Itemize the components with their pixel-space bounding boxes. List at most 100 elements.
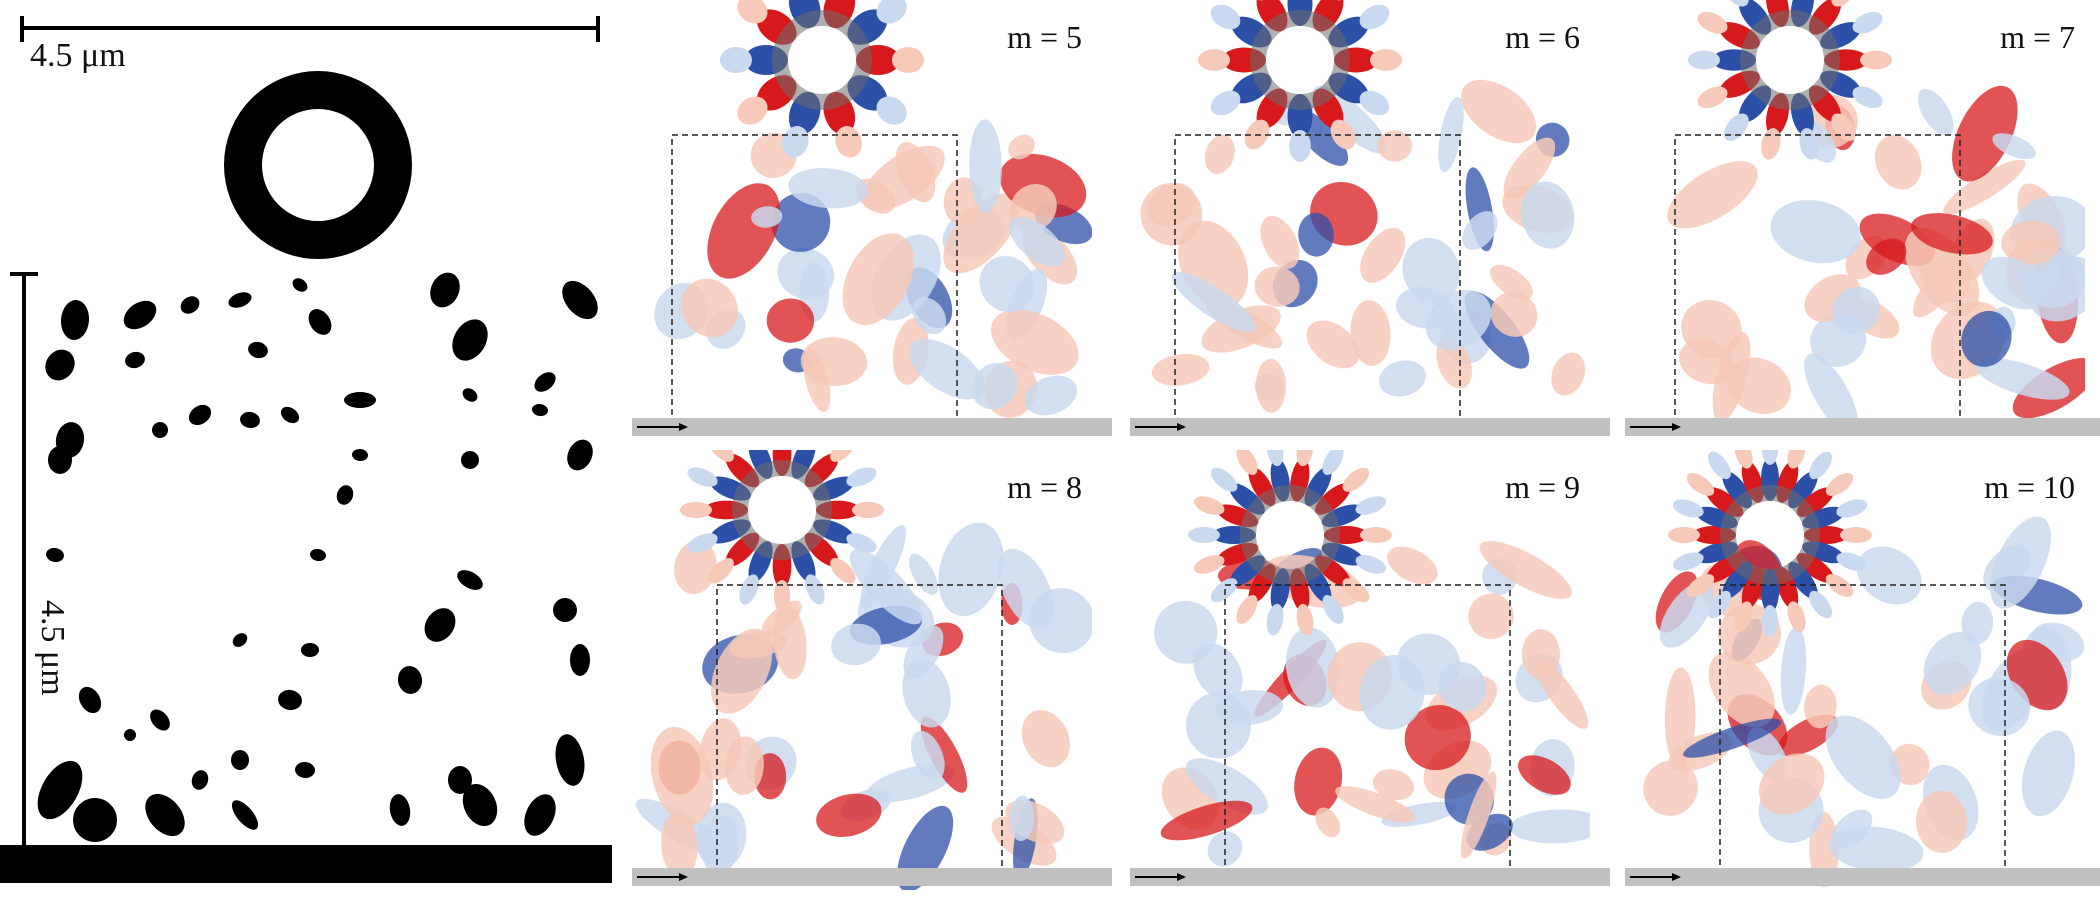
field-lobe	[1462, 211, 1498, 251]
field-lobe	[1468, 593, 1514, 639]
field-lobe	[1770, 200, 1861, 264]
mode-lobe-outer	[1210, 90, 1241, 116]
design-blob	[48, 446, 72, 474]
mode-lobe-outer	[1734, 450, 1753, 469]
field-lobe	[661, 812, 698, 879]
design-blob	[461, 451, 479, 469]
field-lobe	[1024, 375, 1078, 416]
mode-lobe-outer	[1236, 450, 1258, 475]
field-lobe	[707, 183, 781, 279]
mode-lobe-outer	[708, 450, 734, 462]
field-lobe	[979, 256, 1035, 313]
design-blob	[352, 448, 368, 462]
input-arrow-head	[679, 423, 688, 431]
design-blob	[452, 319, 488, 361]
ring-outline	[1250, 10, 1350, 110]
design-blob	[123, 300, 157, 330]
mode-lobe-outer	[720, 47, 752, 73]
mode-label: m = 7	[2000, 19, 2075, 55]
field-lobe	[971, 362, 1018, 410]
field-lobe	[1943, 159, 2026, 215]
mode-lobe-outer	[680, 501, 712, 519]
design-blob	[231, 750, 249, 770]
design-blob	[570, 644, 590, 676]
field-lobe	[1335, 786, 1416, 823]
field-lobe	[831, 623, 881, 666]
mode-lobe-outer	[1860, 50, 1892, 70]
mode-lobe-outer	[1236, 595, 1258, 624]
design-blob	[295, 761, 315, 779]
mode-lobe-outer	[1370, 49, 1402, 71]
design-blob	[46, 547, 64, 563]
mode-lobe-outer	[737, 96, 768, 125]
field-panel-m10: m = 10	[1625, 450, 2100, 888]
mode-lobe-outer	[1697, 11, 1728, 34]
field-lobe	[1207, 831, 1243, 867]
design-blob	[125, 351, 145, 369]
field-lobe	[1009, 795, 1034, 842]
field-lobe	[1438, 661, 1487, 712]
design-blob	[555, 734, 585, 786]
field-lobe	[696, 802, 747, 870]
field-lobe	[761, 600, 802, 637]
waveguide-strip	[632, 868, 1112, 886]
field-lobe	[1373, 769, 1415, 801]
design-blob	[150, 709, 170, 731]
mode-lobe-outer	[739, 574, 759, 605]
field-lobe	[1758, 753, 1825, 815]
mode-lobe-outer	[1809, 451, 1832, 480]
field-lobe	[1856, 546, 1922, 605]
field-lobe	[1021, 710, 1070, 768]
field-lobe	[1378, 360, 1426, 397]
vertical-scale-bar	[10, 272, 38, 845]
field-lobe	[1726, 357, 1791, 415]
design-blob	[37, 760, 83, 820]
design-blob	[231, 800, 259, 830]
mode-lobe-outer	[1355, 496, 1387, 515]
mode-lobe-outer	[1761, 128, 1781, 160]
field-lobe	[1436, 337, 1472, 389]
mode-lobe-outer	[1697, 86, 1728, 109]
mode-lobe-outer	[1266, 603, 1284, 636]
mode-lobe-outer	[1787, 450, 1806, 469]
field-lobe	[1874, 135, 1922, 190]
field-lobe	[1804, 353, 1859, 435]
field-lobe	[1968, 677, 2031, 737]
field-lobe	[943, 193, 1019, 274]
mode-lobe-outer	[876, 96, 907, 125]
design-blob	[278, 689, 302, 711]
horizontal-scale-label: 4.5 μm	[30, 37, 126, 74]
field-lobe	[1804, 684, 1837, 729]
field-lobe	[1683, 718, 1782, 758]
ring-outline	[1740, 10, 1840, 110]
field-lobe	[1503, 137, 1556, 199]
mode-lobe-outer	[1359, 4, 1390, 30]
field-lobe	[1008, 216, 1066, 267]
field-lobe	[908, 339, 985, 400]
field-lobe	[1708, 651, 1775, 728]
field-lobe	[711, 628, 773, 714]
field-lobe	[920, 716, 968, 793]
mode-lobe-outer	[1825, 574, 1854, 597]
mode-lobe-outer	[1852, 86, 1883, 109]
field-lobe	[1832, 286, 1881, 334]
field-lobe	[1298, 212, 1334, 257]
mode-lobe-outer	[1686, 473, 1715, 496]
field-lobe	[1254, 266, 1300, 307]
mode-lobe-outer	[1188, 527, 1220, 543]
field-lobe	[1306, 320, 1360, 369]
field-lobe	[969, 119, 1002, 214]
field-lobe	[1461, 79, 1537, 144]
mode-lobe-outer	[1359, 90, 1390, 116]
field-lobe	[1780, 626, 1807, 715]
mode-lobe-outer	[1686, 574, 1715, 597]
mode-lobe-outer	[1799, 128, 1819, 160]
design-blob	[462, 783, 498, 827]
mode-lobe-outer	[1787, 601, 1806, 633]
field-lobe	[1387, 546, 1438, 585]
mode-lobe-outer	[1840, 527, 1872, 543]
design-blob	[60, 300, 90, 340]
mode-lobe-outer	[773, 580, 791, 612]
mode-lobe-outer	[1193, 496, 1225, 515]
field-lobe	[1315, 807, 1341, 838]
